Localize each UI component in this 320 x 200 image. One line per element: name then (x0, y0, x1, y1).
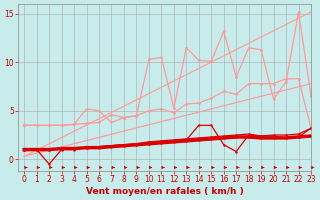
X-axis label: Vent moyen/en rafales ( km/h ): Vent moyen/en rafales ( km/h ) (86, 187, 244, 196)
